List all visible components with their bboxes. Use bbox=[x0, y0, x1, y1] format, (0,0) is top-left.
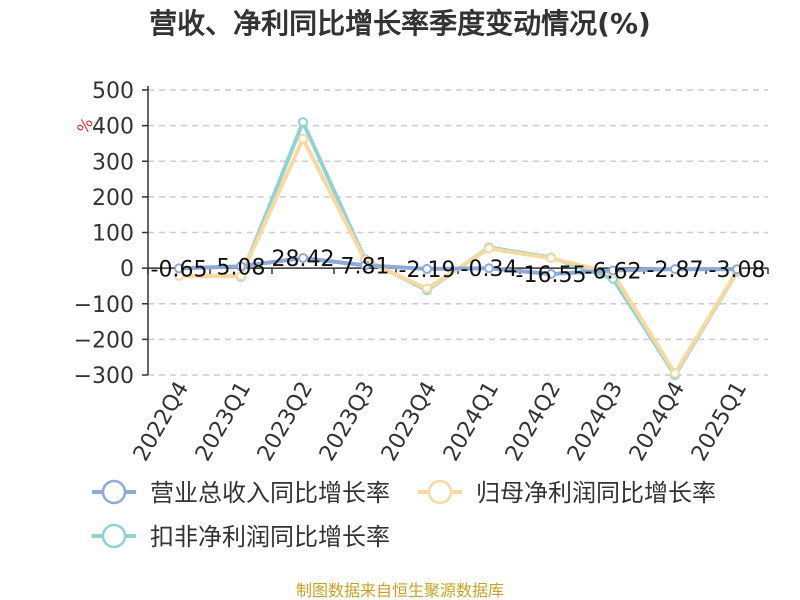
legend-label: 扣非净利润同比增长率 bbox=[150, 523, 390, 551]
data-label: -3.08 bbox=[709, 258, 766, 283]
series-point bbox=[236, 270, 246, 281]
legend-item: 扣非净利润同比增长率 bbox=[92, 523, 390, 551]
data-label: 7.81 bbox=[341, 254, 390, 279]
data-label: -0.65 bbox=[151, 257, 208, 282]
legend-marker bbox=[427, 479, 453, 505]
y-tick-labels: 500 400 300 200 100 0 −100 −200 −300 bbox=[74, 79, 134, 389]
series-point bbox=[236, 261, 246, 272]
series-point bbox=[298, 253, 308, 264]
x-tick-label: 2024Q2 bbox=[501, 378, 566, 466]
series-point bbox=[360, 260, 370, 271]
series-point bbox=[670, 368, 680, 379]
axes bbox=[142, 86, 769, 376]
y-tick-label: 0 bbox=[120, 257, 134, 282]
y-tick-label: 200 bbox=[92, 186, 134, 211]
series-point bbox=[422, 263, 432, 274]
series-line bbox=[177, 256, 739, 277]
y-tick-label: 100 bbox=[92, 222, 134, 247]
series-lines bbox=[177, 120, 739, 377]
legend-marker bbox=[101, 523, 127, 549]
series-point bbox=[732, 264, 742, 275]
y-tick-label: −300 bbox=[74, 364, 134, 389]
series-point bbox=[670, 264, 680, 275]
x-tick-label: 2023Q3 bbox=[315, 378, 380, 466]
series-point bbox=[174, 263, 184, 274]
series-point bbox=[298, 117, 308, 128]
series-point bbox=[608, 265, 618, 276]
data-label: -2.87 bbox=[647, 258, 704, 283]
series-point bbox=[546, 269, 556, 280]
data-label: -6.62 bbox=[585, 259, 642, 284]
grid bbox=[148, 89, 768, 376]
legend-item: 营业总收入同比增长率 bbox=[92, 479, 390, 507]
chart-title: 营收、净利同比增长率季度变动情况(%) bbox=[149, 7, 651, 40]
data-label: 28.42 bbox=[272, 247, 335, 272]
y-tick-label: −100 bbox=[74, 293, 134, 318]
x-tick-label: 2024Q4 bbox=[625, 378, 690, 466]
x-tick-label: 2023Q2 bbox=[253, 378, 318, 466]
x-tick-label: 2023Q4 bbox=[377, 378, 442, 466]
y-tick-label: −200 bbox=[74, 328, 134, 353]
legend-label: 营业总收入同比增长率 bbox=[150, 479, 390, 507]
x-tick-label: 2025Q1 bbox=[687, 378, 752, 466]
data-labels: -0.65 5.08 28.42 7.81 -2.19 -0.34-16.55-6.62-… bbox=[151, 247, 766, 288]
series-point bbox=[484, 243, 494, 254]
series-point bbox=[298, 133, 308, 144]
y-tick-label: 500 bbox=[92, 79, 134, 104]
legend-item: 归母净利润同比增长率 bbox=[418, 479, 716, 507]
x-tick-label: 2022Q4 bbox=[129, 378, 194, 466]
x-tick-label: 2024Q1 bbox=[439, 378, 504, 466]
y-tick-label: 300 bbox=[92, 150, 134, 175]
data-label: 5.08 bbox=[217, 255, 266, 280]
legend-marker bbox=[101, 479, 127, 505]
series-point bbox=[422, 283, 432, 294]
data-label: -16.55 bbox=[516, 263, 587, 288]
series-point bbox=[484, 263, 494, 274]
data-label: -0.34 bbox=[461, 257, 518, 282]
series-point bbox=[546, 253, 556, 264]
x-tick-labels: 2022Q42023Q12023Q22023Q32023Q42024Q12024… bbox=[129, 378, 752, 466]
legend-label: 归母净利润同比增长率 bbox=[476, 479, 716, 507]
data-label: -2.19 bbox=[399, 258, 456, 283]
series-points bbox=[174, 117, 742, 380]
y-tick-label: 400 bbox=[92, 115, 134, 140]
x-tick-label: 2024Q3 bbox=[563, 378, 628, 466]
source-note: 制图数据来自恒生聚源数据库 bbox=[296, 581, 504, 600]
x-tick-label: 2023Q1 bbox=[191, 378, 256, 466]
